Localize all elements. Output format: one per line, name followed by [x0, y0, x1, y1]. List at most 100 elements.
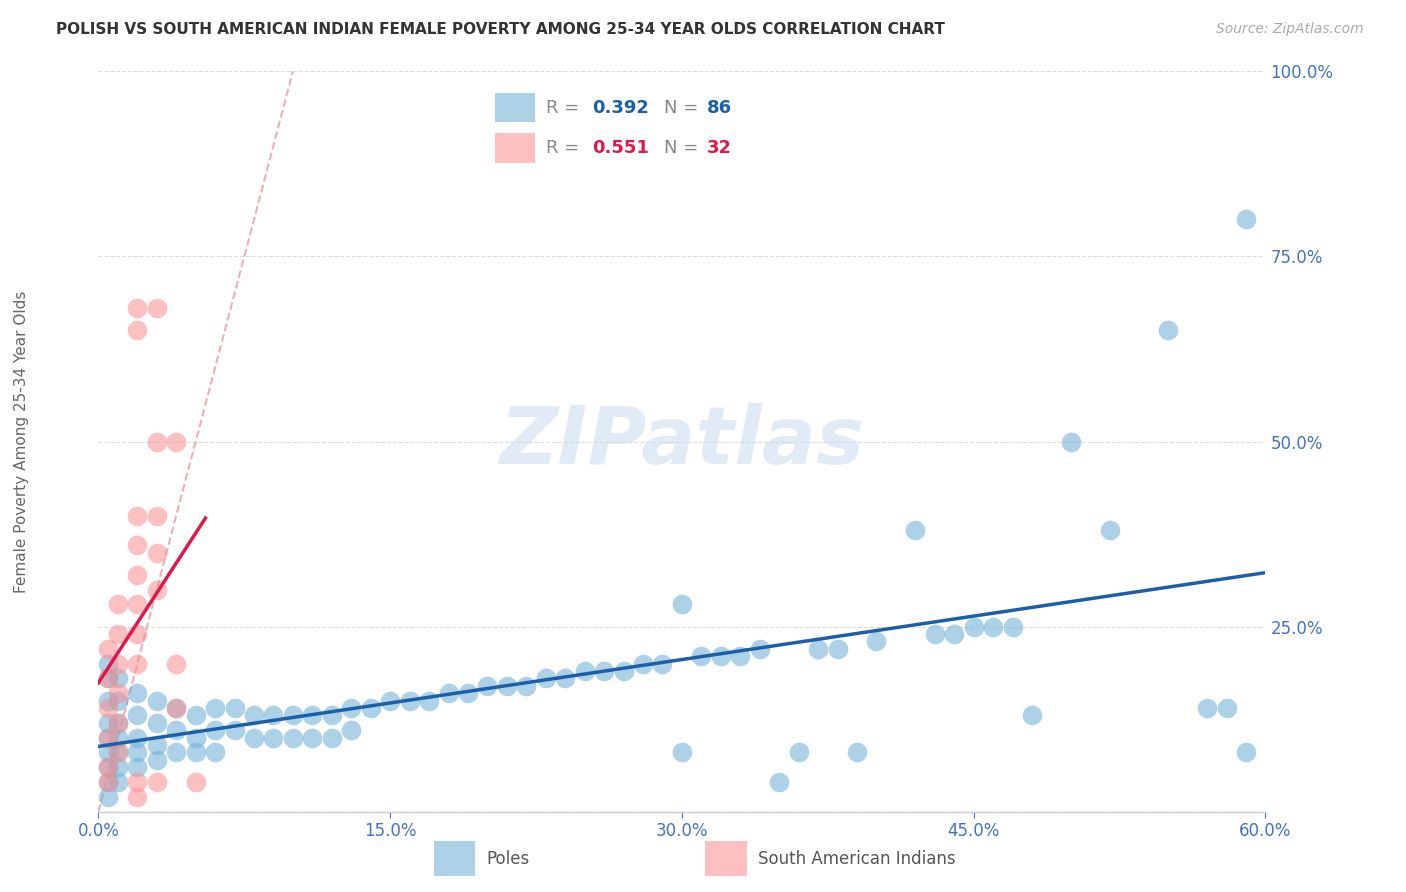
- Bar: [433, 841, 475, 876]
- Point: [97, 657, 120, 671]
- Point: [943, 627, 966, 641]
- Point: [165, 746, 187, 760]
- Point: [865, 634, 887, 648]
- Point: [1060, 434, 1083, 449]
- Point: [690, 649, 713, 664]
- Point: [281, 708, 304, 723]
- Point: [924, 627, 946, 641]
- Point: [224, 723, 246, 738]
- Point: [184, 746, 207, 760]
- Point: [981, 619, 1004, 633]
- Point: [301, 708, 323, 723]
- Point: [515, 679, 537, 693]
- Point: [321, 708, 343, 723]
- Point: [97, 701, 120, 715]
- Point: [301, 731, 323, 745]
- Point: [574, 664, 596, 678]
- Point: [224, 701, 246, 715]
- Point: [807, 641, 830, 656]
- Point: [165, 701, 187, 715]
- Point: [127, 657, 149, 671]
- Point: [97, 672, 120, 686]
- Point: [97, 775, 120, 789]
- Point: [243, 731, 266, 745]
- Point: [165, 701, 187, 715]
- Point: [97, 746, 120, 760]
- Point: [1234, 212, 1257, 227]
- Point: [107, 775, 129, 789]
- Point: [710, 649, 733, 664]
- Point: [146, 434, 169, 449]
- Point: [845, 746, 868, 760]
- Point: [97, 641, 120, 656]
- Point: [146, 753, 169, 767]
- Point: [1001, 619, 1024, 633]
- Point: [146, 508, 169, 523]
- Point: [107, 598, 129, 612]
- Point: [146, 582, 169, 597]
- Point: [127, 789, 149, 804]
- Point: [146, 301, 169, 316]
- Point: [281, 731, 304, 745]
- Point: [107, 746, 129, 760]
- Y-axis label: Female Poverty Among 25-34 Year Olds: Female Poverty Among 25-34 Year Olds: [14, 291, 30, 592]
- Point: [321, 731, 343, 745]
- Point: [184, 731, 207, 745]
- Text: ZIPatlas: ZIPatlas: [499, 402, 865, 481]
- Point: [612, 664, 634, 678]
- Point: [340, 723, 363, 738]
- Point: [127, 567, 149, 582]
- Point: [107, 657, 129, 671]
- Point: [204, 746, 226, 760]
- Point: [631, 657, 654, 671]
- Point: [97, 775, 120, 789]
- Point: [97, 760, 120, 774]
- Point: [477, 679, 499, 693]
- Point: [671, 746, 693, 760]
- Point: [97, 731, 120, 745]
- Point: [97, 672, 120, 686]
- Point: [97, 760, 120, 774]
- Point: [593, 664, 616, 678]
- Text: Poles: Poles: [486, 849, 530, 868]
- Point: [107, 627, 129, 641]
- Point: [827, 641, 849, 656]
- Point: [671, 598, 693, 612]
- Point: [127, 508, 149, 523]
- Point: [97, 731, 120, 745]
- Point: [262, 731, 284, 745]
- Point: [243, 708, 266, 723]
- Point: [787, 746, 810, 760]
- Point: [97, 789, 120, 804]
- Point: [127, 731, 149, 745]
- Point: [127, 708, 149, 723]
- Point: [127, 538, 149, 552]
- Point: [127, 627, 149, 641]
- Point: [1234, 746, 1257, 760]
- Text: POLISH VS SOUTH AMERICAN INDIAN FEMALE POVERTY AMONG 25-34 YEAR OLDS CORRELATION: POLISH VS SOUTH AMERICAN INDIAN FEMALE P…: [56, 22, 945, 37]
- Point: [437, 686, 460, 700]
- Point: [495, 679, 517, 693]
- Point: [534, 672, 557, 686]
- Point: [146, 775, 169, 789]
- Text: Source: ZipAtlas.com: Source: ZipAtlas.com: [1216, 22, 1364, 37]
- Point: [340, 701, 363, 715]
- Text: South American Indians: South American Indians: [758, 849, 956, 868]
- Point: [1021, 708, 1043, 723]
- Point: [107, 715, 129, 730]
- Point: [962, 619, 984, 633]
- Point: [127, 746, 149, 760]
- Point: [146, 738, 169, 752]
- Point: [146, 715, 169, 730]
- Point: [127, 760, 149, 774]
- Bar: [706, 841, 747, 876]
- Point: [554, 672, 576, 686]
- Point: [1157, 324, 1180, 338]
- Point: [107, 672, 129, 686]
- Point: [146, 694, 169, 708]
- Point: [165, 657, 187, 671]
- Point: [457, 686, 479, 700]
- Point: [204, 723, 226, 738]
- Point: [204, 701, 226, 715]
- Point: [107, 686, 129, 700]
